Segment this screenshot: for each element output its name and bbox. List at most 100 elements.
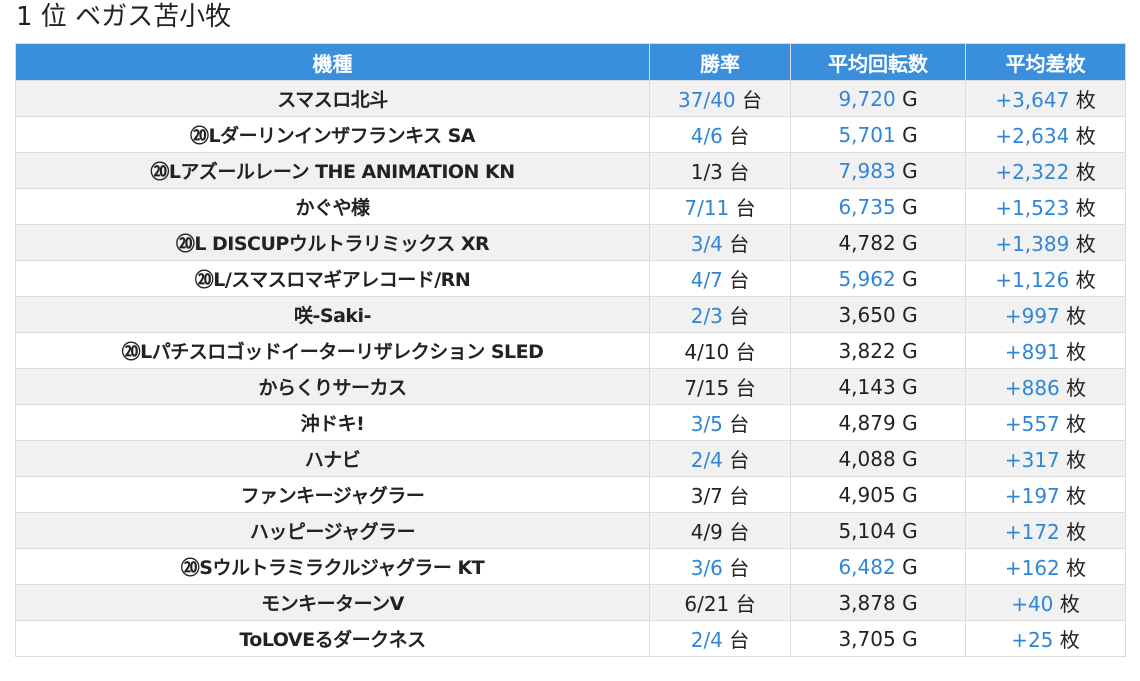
avg-diff-cell: +40 枚 (965, 584, 1126, 621)
avg-spins-value: 4,782 (838, 230, 896, 255)
avg-diff-unit: 枚 (1066, 556, 1087, 580)
win-rate-cell: 3/5 台 (649, 404, 791, 441)
avg-spins-cell: 5,701 G (790, 116, 966, 153)
avg-diff-value: +1,523 (995, 196, 1070, 220)
avg-diff-value: +557 (1004, 412, 1060, 436)
avg-diff-cell: +997 枚 (965, 296, 1126, 333)
table-row: ハナビ 2/4 台 4,088 G +317 枚 (15, 440, 1126, 477)
avg-spins-unit: G (902, 230, 918, 255)
machine-name-cell[interactable]: 咲-Saki- (15, 296, 650, 333)
win-rate-unit: 台 (735, 376, 756, 400)
machine-name-cell[interactable]: モンキーターンV (15, 584, 650, 621)
avg-spins-unit: G (902, 122, 918, 147)
win-rate-value: 4/6 (690, 124, 723, 148)
table-row: 咲-Saki- 2/3 台 3,650 G +997 枚 (15, 296, 1126, 333)
table-row: ⑳Lパチスロゴッドイーターリザレクション SLED 4/10 台 3,822 G +8… (15, 332, 1126, 369)
avg-diff-value: +1,126 (995, 268, 1070, 292)
table-row: ⑳Sウルトラミラクルジャグラー KT 3/6 台 6,482 G +162 枚 (15, 548, 1126, 585)
table-row: ⑳Lダーリンインザフランキス SA 4/6 台 5,701 G +2,634 枚 (15, 116, 1126, 153)
win-rate-unit: 台 (729, 268, 750, 292)
avg-spins-value: 6,735 (838, 194, 896, 219)
win-rate-cell: 1/3 台 (649, 152, 791, 189)
win-rate-value: 4/7 (690, 268, 723, 292)
avg-spins-unit: G (902, 554, 918, 579)
avg-diff-unit: 枚 (1075, 268, 1096, 292)
table-row: モンキーターンV 6/21 台 3,878 G +40 枚 (15, 584, 1126, 621)
win-rate-unit: 台 (729, 484, 750, 508)
avg-diff-unit: 枚 (1066, 448, 1087, 472)
avg-diff-value: +25 (1011, 628, 1054, 652)
avg-diff-unit: 枚 (1066, 340, 1087, 364)
avg-spins-unit: G (902, 626, 918, 651)
avg-diff-cell: +172 枚 (965, 512, 1126, 549)
avg-diff-cell: +891 枚 (965, 332, 1126, 369)
avg-spins-cell: 3,705 G (790, 620, 966, 657)
machine-name-cell[interactable]: ハナビ (15, 440, 650, 477)
avg-spins-value: 5,104 (838, 518, 896, 543)
machine-name-cell[interactable]: ⑳Lダーリンインザフランキス SA (15, 116, 650, 153)
avg-diff-cell: +3,647 枚 (965, 80, 1126, 117)
win-rate-cell: 2/3 台 (649, 296, 791, 333)
machine-name-cell[interactable]: 沖ドキ! (15, 404, 650, 441)
win-rate-value: 3/6 (690, 556, 723, 580)
win-rate-cell: 7/15 台 (649, 368, 791, 405)
avg-spins-value: 3,878 (838, 590, 896, 615)
table-row: スマスロ北斗 37/40 台 9,720 G +3,647 枚 (15, 80, 1126, 117)
win-rate-cell: 7/11 台 (649, 188, 791, 225)
avg-diff-value: +891 (1004, 340, 1060, 364)
avg-spins-unit: G (902, 194, 918, 219)
avg-diff-value: +172 (1004, 520, 1060, 544)
page-title: 1 位 ベガス苫小牧 (16, 2, 232, 32)
avg-spins-unit: G (902, 158, 918, 183)
header-avg-diff[interactable]: 平均差枚 (965, 43, 1126, 81)
avg-diff-cell: +2,634 枚 (965, 116, 1126, 153)
win-rate-value: 3/4 (690, 232, 723, 256)
machine-name-cell[interactable]: スマスロ北斗 (15, 80, 650, 117)
win-rate-unit: 台 (729, 304, 750, 328)
header-machine[interactable]: 機種 (15, 43, 650, 81)
win-rate-unit: 台 (729, 412, 750, 436)
avg-diff-value: +197 (1004, 484, 1060, 508)
machine-name-cell[interactable]: ⑳L/スマスロマギアレコード/RN (15, 260, 650, 297)
avg-spins-value: 9,720 (838, 86, 896, 111)
machine-name-cell[interactable]: ハッピージャグラー (15, 512, 650, 549)
avg-spins-value: 7,983 (838, 158, 896, 183)
avg-spins-cell: 7,983 G (790, 152, 966, 189)
win-rate-unit: 台 (729, 160, 750, 184)
table-row: 沖ドキ! 3/5 台 4,879 G +557 枚 (15, 404, 1126, 441)
machine-name-cell[interactable]: ToLOVEるダークネス (15, 620, 650, 657)
machine-name-cell[interactable]: からくりサーカス (15, 368, 650, 405)
avg-spins-unit: G (902, 302, 918, 327)
avg-spins-value: 4,143 (838, 374, 896, 399)
win-rate-unit: 台 (729, 628, 750, 652)
win-rate-unit: 台 (729, 556, 750, 580)
win-rate-cell: 4/9 台 (649, 512, 791, 549)
machine-name-cell[interactable]: ファンキージャグラー (15, 476, 650, 513)
avg-spins-cell: 6,735 G (790, 188, 966, 225)
avg-spins-unit: G (902, 518, 918, 543)
machine-name-cell[interactable]: ⑳Lパチスロゴッドイーターリザレクション SLED (15, 332, 650, 369)
avg-spins-cell: 4,879 G (790, 404, 966, 441)
machine-name-cell[interactable]: ⑳Sウルトラミラクルジャグラー KT (15, 548, 650, 585)
avg-spins-unit: G (902, 590, 918, 615)
avg-spins-value: 3,822 (838, 338, 896, 363)
avg-diff-cell: +1,389 枚 (965, 224, 1126, 261)
table-row: かぐや様 7/11 台 6,735 G +1,523 枚 (15, 188, 1126, 225)
header-win-rate[interactable]: 勝率 (649, 43, 791, 81)
win-rate-unit: 台 (742, 88, 762, 112)
machine-name-cell[interactable]: かぐや様 (15, 188, 650, 225)
avg-spins-cell: 4,088 G (790, 440, 966, 477)
avg-spins-value: 4,879 (838, 410, 896, 435)
table-row: ファンキージャグラー 3/7 台 4,905 G +197 枚 (15, 476, 1126, 513)
header-avg-spins[interactable]: 平均回転数 (790, 43, 966, 81)
machine-name-cell[interactable]: ⑳Lアズールレーン THE ANIMATION KN (15, 152, 650, 189)
avg-diff-value: +997 (1004, 304, 1060, 328)
avg-spins-value: 6,482 (838, 554, 896, 579)
avg-spins-value: 3,650 (838, 302, 896, 327)
avg-spins-value: 4,088 (838, 446, 896, 471)
machine-name-cell[interactable]: ⑳L DISCUPウルトラリミックス XR (15, 224, 650, 261)
table-row: ⑳L DISCUPウルトラリミックス XR 3/4 台 4,782 G +1,389 … (15, 224, 1126, 261)
avg-spins-cell: 3,650 G (790, 296, 966, 333)
avg-diff-value: +2,634 (995, 124, 1070, 148)
avg-spins-unit: G (902, 266, 918, 291)
